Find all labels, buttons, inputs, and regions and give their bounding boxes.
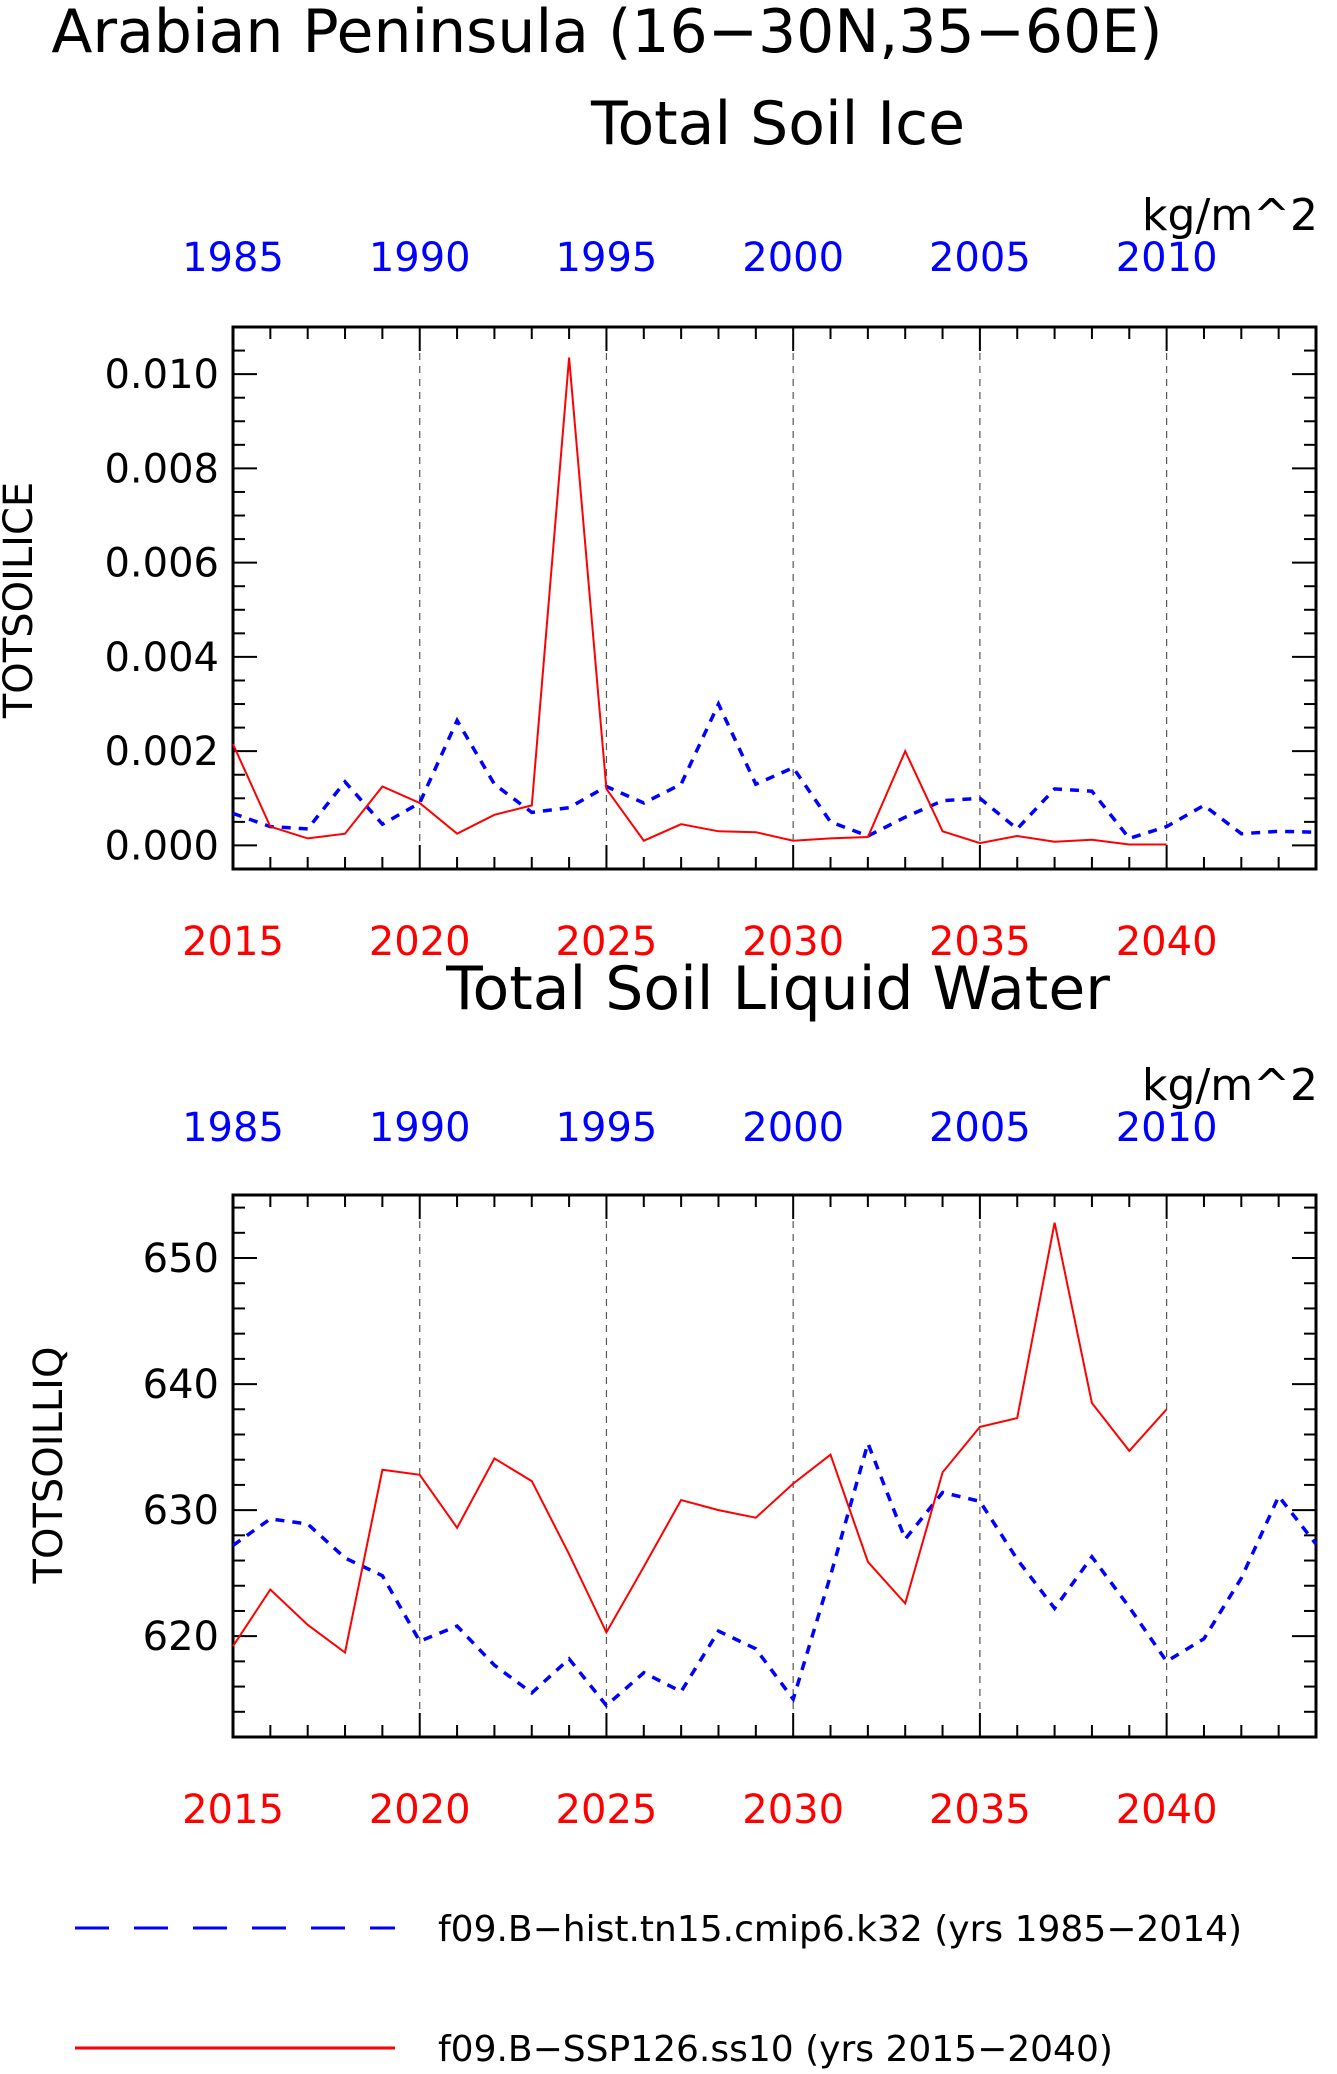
x-tick-label: 1995 (556, 1105, 658, 1151)
y-tick-label: 650 (143, 1236, 219, 1282)
series-hist-line (231, 1437, 1318, 1709)
plot-frame (231, 1193, 1318, 1739)
soil-liquid-panel: Total Soil Liquid Water kg/m^2 TOTSOILLI… (26, 954, 1318, 1833)
y-tick-label: 0.008 (104, 446, 219, 492)
series-ssp-line (232, 357, 1167, 846)
legend-hist-label: f09.B−hist.tn15.cmip6.k32 (yrs 1985−2014… (438, 1909, 1242, 1950)
y-tick-label: 0.000 (104, 823, 219, 869)
x-tick-label: 2010 (1116, 1105, 1218, 1151)
x-tick-label: 1990 (369, 1105, 471, 1151)
series-hist-line (232, 699, 1317, 841)
x-tick-label: 2040 (1116, 1787, 1218, 1833)
x-tick-label: 2020 (369, 1787, 471, 1833)
soil-ice-panel: Total Soil Ice kg/m^2 TOTSOILICE 2015 202… (0, 89, 1318, 965)
x-tick-label: 2020 (369, 919, 471, 965)
figure-title: Arabian Peninsula (16−30N,35−60E) (51, 0, 1162, 67)
x-tick-label: 1985 (182, 1105, 284, 1151)
plot-frame (231, 325, 1318, 871)
y-tick-label: 0.002 (104, 729, 219, 775)
panel-title: Total Soil Liquid Water (445, 954, 1110, 1024)
x-tick-label: 2025 (556, 1787, 658, 1833)
x-tick-label: 2015 (182, 1787, 284, 1833)
y-axis-label: TOTSOILICE (0, 482, 42, 719)
x-tick-label: 2000 (742, 235, 844, 281)
y-tick-label: 630 (143, 1488, 219, 1534)
x-tick-label: 2035 (929, 919, 1031, 965)
x-tick-label: 2005 (929, 1105, 1031, 1151)
units-label: kg/m^2 (1142, 1060, 1318, 1111)
y-axis-label: TOTSOILLIQ (26, 1347, 72, 1585)
legend: f09.B−hist.tn15.cmip6.k32 (yrs 1985−2014… (75, 1909, 1242, 2070)
x-tick-label: 2000 (742, 1105, 844, 1151)
x-tick-label: 2030 (742, 919, 844, 965)
x-tick-label: 2025 (556, 919, 658, 965)
x-tick-label: 2040 (1116, 919, 1218, 965)
x-tick-label: 2030 (742, 1787, 844, 1833)
x-tick-label: 2005 (929, 235, 1031, 281)
x-tick-label: 1985 (182, 235, 284, 281)
x-tick-label: 1990 (369, 235, 471, 281)
legend-ssp-label: f09.B−SSP126.ss10 (yrs 2015−2040) (438, 2029, 1113, 2070)
units-label: kg/m^2 (1142, 190, 1318, 241)
y-tick-label: 0.006 (104, 541, 219, 587)
panel-title: Total Soil Ice (590, 89, 965, 159)
y-tick-label: 0.004 (104, 635, 219, 681)
series-ssp-line (232, 1222, 1168, 1655)
x-tick-label: 2010 (1116, 235, 1218, 281)
x-tick-label: 1995 (556, 235, 658, 281)
x-tick-label: 2035 (929, 1787, 1031, 1833)
x-tick-label: 2015 (182, 919, 284, 965)
y-tick-label: 640 (143, 1362, 219, 1408)
y-tick-label: 0.010 (104, 352, 219, 398)
y-tick-label: 620 (143, 1614, 219, 1660)
